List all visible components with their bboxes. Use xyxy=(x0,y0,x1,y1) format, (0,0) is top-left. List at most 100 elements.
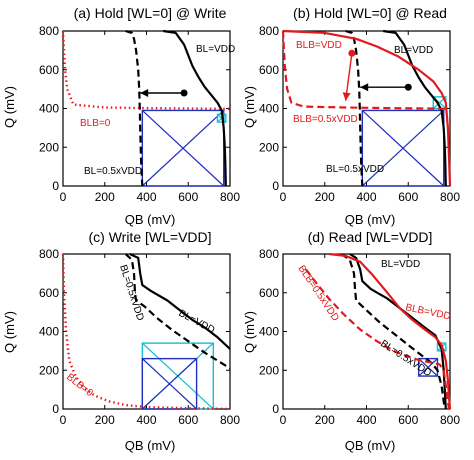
x-tick-label: 600 xyxy=(398,190,418,204)
square-outline xyxy=(417,357,439,377)
square-diagonal xyxy=(141,358,198,410)
panel-d-plot: 0 200 400 600 800 0 200 400 600 800 xyxy=(259,247,460,427)
x-tick-label: 200 xyxy=(95,190,115,204)
x-tick-label: 400 xyxy=(136,413,156,427)
x-tick-label: 200 xyxy=(95,413,115,427)
arrow-dot xyxy=(180,89,188,97)
panel-d-label-bl-vdd: BL=VDD xyxy=(381,259,420,270)
panel-b-label-bl-vdd: BL=VDD xyxy=(394,45,433,56)
panel-c: 0 200 400 600 800 0 200 400 600 800 (c) Write [WL… xyxy=(2,229,240,453)
square-diagonal xyxy=(361,109,445,187)
series-line xyxy=(340,253,446,410)
series-line xyxy=(282,29,452,187)
noise-margin-square xyxy=(417,357,439,377)
y-tick-label: 600 xyxy=(259,63,279,77)
x-tick-label: 0 xyxy=(280,190,287,204)
panel-a-xlabel: QB (mV) xyxy=(125,212,176,227)
arrow-head xyxy=(360,83,369,92)
square-outline xyxy=(141,357,198,410)
x-tick-label: 0 xyxy=(60,190,67,204)
square-diagonal xyxy=(141,109,225,187)
x-tick-label: 0 xyxy=(280,413,287,427)
panel-a-ylabel: Q (mV) xyxy=(2,86,17,128)
series-line xyxy=(61,30,231,111)
series-line xyxy=(129,253,231,350)
series-line xyxy=(61,253,231,411)
series-line xyxy=(163,29,227,187)
panel-b-xlabel: QB (mV) xyxy=(345,212,396,227)
panel-c-plot: 0 200 400 600 800 0 200 400 600 800 xyxy=(39,247,240,427)
panel-b-label-blb-half: BLB=0.5xVDD xyxy=(293,114,358,125)
panel-a-label-blb-0: BLB=0 xyxy=(80,118,111,129)
y-tick-label: 800 xyxy=(259,24,279,38)
series-line xyxy=(328,252,452,410)
y-tick-label: 600 xyxy=(259,286,279,300)
x-tick-label: 800 xyxy=(220,190,240,204)
panel-a-plot: 0 200 400 600 800 0 200 400 600 800 xyxy=(39,24,240,204)
x-tick-label: 600 xyxy=(178,190,198,204)
noise-margin-square xyxy=(141,357,198,410)
panel-c-label-blb-0: BLB=0 xyxy=(64,372,95,400)
y-tick-label: 0 xyxy=(272,179,279,193)
panel-c-label-bl-vdd: BL=VDD xyxy=(177,308,217,336)
panel-d-ylabel: Q (mV) xyxy=(242,311,257,353)
panel-b: 0 200 400 600 800 0 200 400 600 800 (b) Hold [WL=… xyxy=(242,5,460,227)
y-tick-label: 400 xyxy=(259,102,279,116)
y-tick-label: 600 xyxy=(39,286,59,300)
y-tick-label: 400 xyxy=(259,325,279,339)
panel-d-xlabel: QB (mV) xyxy=(345,438,396,453)
panel-b-ylabel: Q (mV) xyxy=(242,86,257,128)
panel-b-label-blb-vdd: BLB=VDD xyxy=(296,40,342,51)
y-tick-label: 800 xyxy=(259,247,279,261)
y-tick-label: 800 xyxy=(39,24,59,38)
x-tick-label: 800 xyxy=(220,413,240,427)
series-line xyxy=(383,29,447,187)
panel-b-plot: 0 200 400 600 800 0 200 400 600 800 xyxy=(259,24,460,204)
panel-b-title: (b) Hold [WL=0] @ Read xyxy=(293,5,447,21)
x-tick-label: 200 xyxy=(315,190,335,204)
y-tick-label: 0 xyxy=(272,402,279,416)
panel-c-label-bl-half: BL=0.5xVDD xyxy=(117,264,145,323)
square-diagonal xyxy=(418,358,438,377)
arrow-dot xyxy=(348,49,356,57)
annotation-arrow xyxy=(140,89,188,97)
y-tick-label: 600 xyxy=(39,63,59,77)
series-line xyxy=(281,30,451,110)
arrow-dot xyxy=(404,83,412,91)
y-tick-label: 200 xyxy=(259,140,279,154)
panel-a: 0 200 400 600 800 0 200 400 600 800 (a) Hold [WL=… xyxy=(2,5,240,227)
series-line xyxy=(124,253,231,370)
y-tick-label: 200 xyxy=(39,140,59,154)
annotation-arrow xyxy=(360,83,412,92)
series-line xyxy=(349,253,447,410)
y-tick-label: 800 xyxy=(39,247,59,261)
x-tick-label: 0 xyxy=(60,413,67,427)
y-tick-label: 0 xyxy=(52,179,59,193)
panel-c-ylabel: Q (mV) xyxy=(2,311,17,353)
x-tick-label: 600 xyxy=(178,413,198,427)
panel-d-title: (d) Read [WL=VDD] xyxy=(308,229,433,245)
x-tick-label: 800 xyxy=(440,190,460,204)
x-tick-label: 400 xyxy=(356,413,376,427)
panel-a-label-bl-vdd: BL=VDD xyxy=(196,44,235,55)
x-tick-label: 200 xyxy=(315,413,335,427)
arrow-head xyxy=(342,92,351,101)
y-tick-label: 200 xyxy=(39,363,59,377)
noise-margin-square xyxy=(141,109,225,187)
x-tick-label: 400 xyxy=(136,190,156,204)
y-tick-label: 400 xyxy=(39,325,59,339)
panel-c-xlabel: QB (mV) xyxy=(125,438,176,453)
arrow-head xyxy=(140,89,149,97)
y-tick-label: 400 xyxy=(39,102,59,116)
series-line xyxy=(305,268,451,410)
panel-d: 0 200 400 600 800 0 200 400 600 800 (d) Read [WL=… xyxy=(242,229,460,453)
x-tick-label: 600 xyxy=(398,413,418,427)
panel-a-label-bl-half: BL=0.5xVDD xyxy=(84,166,142,177)
panel-b-label-bl-half: BL=0.5xVDD xyxy=(326,164,384,175)
y-tick-label: 200 xyxy=(259,363,279,377)
panel-c-title: (c) Write [WL=VDD] xyxy=(88,229,211,245)
x-tick-label: 400 xyxy=(356,190,376,204)
y-tick-label: 0 xyxy=(52,402,59,416)
annotation-arrow xyxy=(342,49,356,101)
